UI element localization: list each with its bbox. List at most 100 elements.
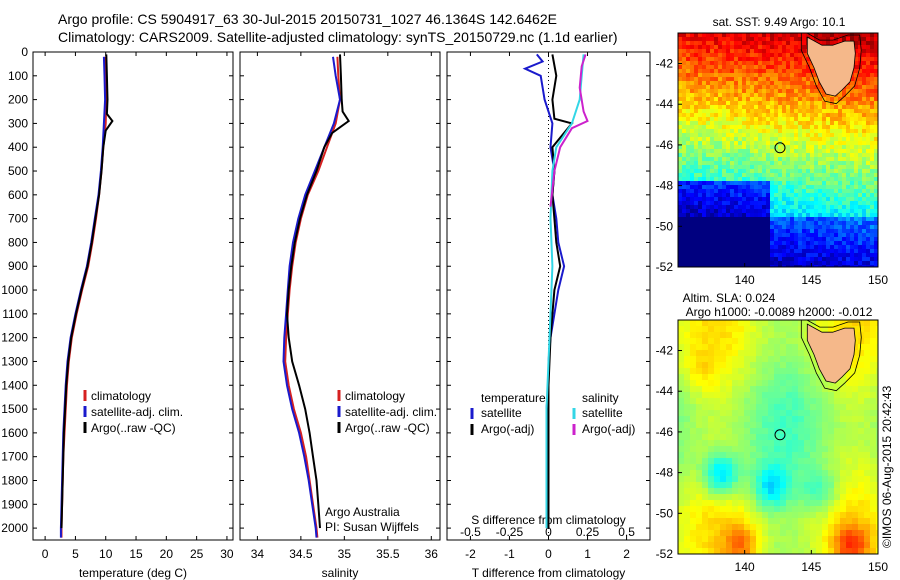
sst-cell (830, 233, 835, 238)
sst-cell (722, 181, 727, 186)
sla-cell (756, 506, 763, 513)
sst-cell (722, 237, 727, 242)
sst-cell (686, 189, 691, 194)
sla-cell (822, 476, 829, 483)
sla-cell (726, 356, 733, 363)
sst-cell (834, 193, 839, 198)
sla-cell (768, 500, 775, 507)
sst-cell (734, 133, 739, 138)
sst-cell (798, 89, 803, 94)
sst-cell (770, 153, 775, 158)
sst-cell (686, 97, 691, 102)
sst-cell (758, 253, 763, 258)
sla-cell (876, 512, 878, 519)
sst-cell (698, 181, 703, 186)
sla-cell (708, 494, 715, 501)
sla-cell (864, 524, 871, 531)
sst-cell (862, 101, 867, 106)
sst-cell (782, 97, 787, 102)
sst-cell (786, 69, 791, 74)
sst-cell (826, 209, 831, 214)
sst-cell (818, 85, 823, 90)
sla-cell (798, 530, 805, 537)
sst-cell (766, 141, 771, 146)
sst-cell (802, 157, 807, 162)
sla-cell (804, 524, 811, 531)
sst-cell (762, 237, 767, 242)
sla-cell (678, 434, 685, 441)
sst-cell (730, 125, 735, 130)
sla-cell (816, 446, 823, 453)
sal-legend-label: climatology (345, 389, 405, 403)
sla-cell (864, 488, 871, 495)
sla-cell (690, 518, 697, 525)
sst-cell (690, 129, 695, 134)
sst-cell (794, 125, 799, 130)
sst-cell (730, 225, 735, 230)
sla-cell (774, 464, 781, 471)
sst-cell (862, 241, 867, 246)
sst-cell (682, 105, 687, 110)
sst-cell (790, 69, 795, 74)
sst-cell (874, 265, 878, 267)
sst-cell (842, 125, 847, 130)
sst-cell (822, 237, 827, 242)
sla-cell (726, 338, 733, 345)
sst-cell (698, 129, 703, 134)
sst-cell (754, 177, 759, 182)
sla-cell (750, 440, 757, 447)
sla-cell (684, 536, 691, 543)
sst-cell (834, 257, 839, 262)
sla-cell (738, 524, 745, 531)
sst-cell (738, 41, 743, 46)
sst-cell (758, 177, 763, 182)
sst-cell (786, 209, 791, 214)
sla-cell (792, 500, 799, 507)
sst-cell (786, 185, 791, 190)
sla-cell (846, 482, 853, 489)
sst-cell (842, 181, 847, 186)
sst-cell (862, 261, 867, 266)
sst-cell (738, 209, 743, 214)
sla-cell (684, 488, 691, 495)
sla-cell (756, 500, 763, 507)
sst-cell (806, 61, 811, 66)
sst-cell (694, 97, 699, 102)
sst-cell (854, 205, 859, 210)
temperature-xtick-label: 10 (99, 547, 113, 561)
sst-cell (802, 257, 807, 262)
sst-cell (850, 109, 855, 114)
sst-cell (710, 229, 715, 234)
sst-cell (758, 233, 763, 238)
sst-cell (722, 97, 727, 102)
sla-cell (714, 476, 721, 483)
sst-cell (726, 221, 731, 226)
sst-cell (798, 73, 803, 78)
sla-cell (834, 404, 841, 411)
sst-cell (866, 189, 871, 194)
diff-series-temperature-argo-adj- (547, 54, 574, 529)
sst-cell (758, 117, 763, 122)
sst-cell (858, 209, 863, 214)
sla-cell (876, 422, 878, 429)
sst-cell (842, 221, 847, 226)
sst-cell (790, 261, 795, 266)
sst-cell (774, 201, 779, 206)
sst-cell (854, 257, 859, 262)
sst-cell (858, 189, 863, 194)
sst-cell (846, 189, 851, 194)
sst-cell (746, 117, 751, 122)
sst-cell (758, 61, 763, 66)
sst-cell (742, 41, 747, 46)
sst-cell (854, 153, 859, 158)
sla-cell (708, 488, 715, 495)
sst-cell (750, 37, 755, 42)
sst-cell (690, 233, 695, 238)
sst-cell (870, 81, 875, 86)
sla-cell (720, 512, 727, 519)
sst-cell (818, 233, 823, 238)
sst-cell (814, 213, 819, 218)
sst-cell (818, 105, 823, 110)
sst-cell (706, 257, 711, 262)
